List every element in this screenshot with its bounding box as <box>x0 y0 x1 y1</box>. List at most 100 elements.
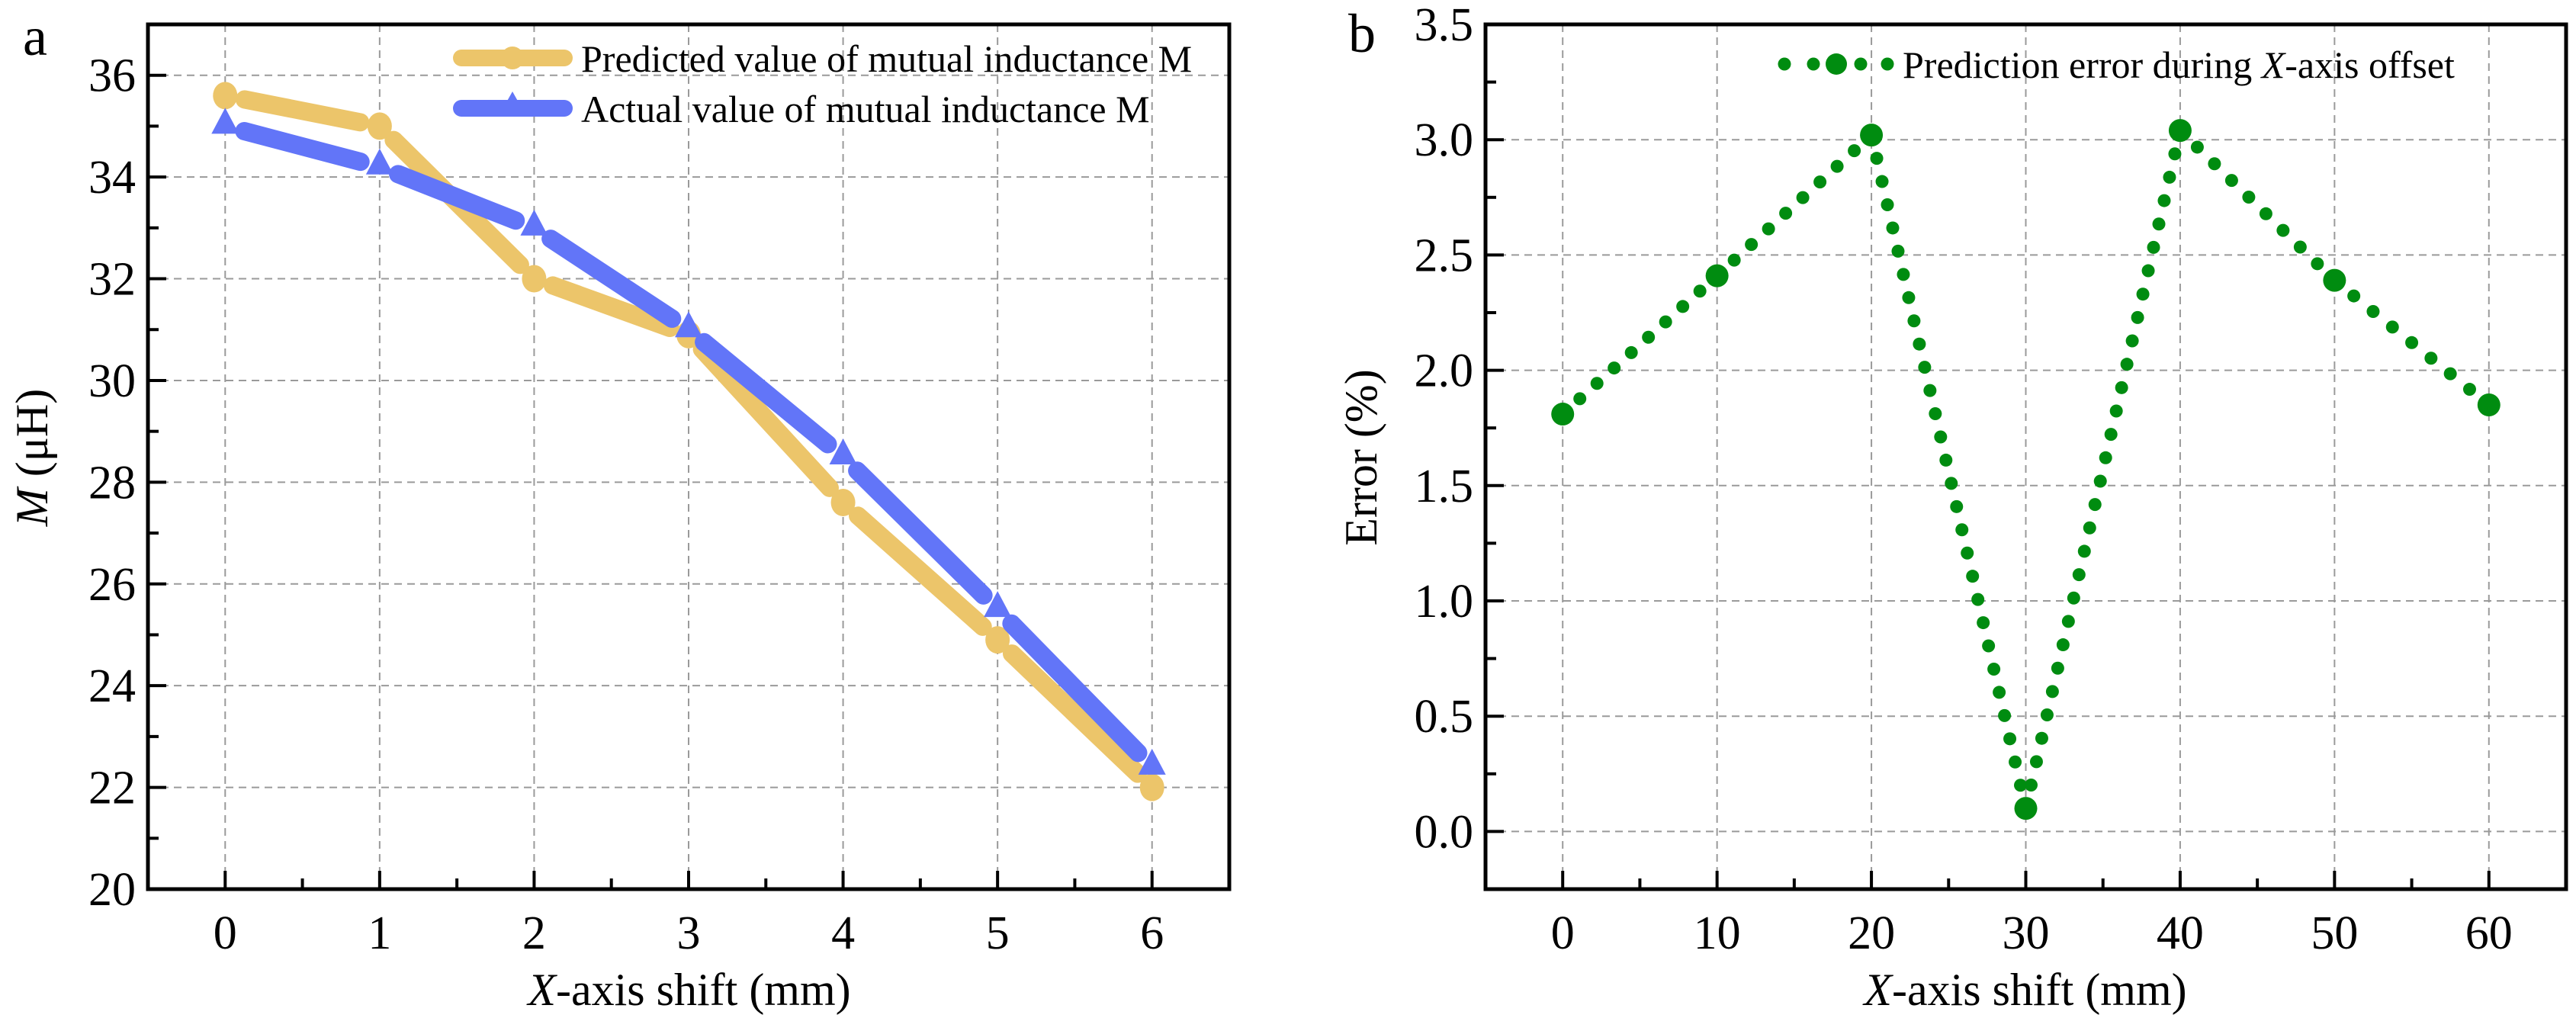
series-line-segment <box>692 340 839 497</box>
series-line-dot <box>1961 546 1974 560</box>
series-line-dot <box>2120 358 2134 371</box>
series-line-segment <box>235 122 370 172</box>
series-line-dot <box>2104 428 2118 442</box>
series-line-dot <box>2242 190 2256 204</box>
panel-b-x-axis-title: X-axis shift (mm) <box>1862 965 2186 1015</box>
panel-b-y-axis-title: Error (%) <box>1336 369 1386 546</box>
series-line-segment <box>849 506 992 636</box>
series-line-dot <box>2072 568 2086 582</box>
panel-a-legend: Predicted value of mutual inductance M A… <box>453 37 1192 130</box>
y-tick-label: 3.5 <box>1415 0 1474 51</box>
series-line-dot <box>1676 300 1690 313</box>
x-axis-title-italic: X <box>526 965 557 1015</box>
series-line-dot <box>2040 708 2054 722</box>
y-tick-label: 30 <box>88 355 136 407</box>
series-line-dot <box>2045 685 2059 698</box>
panel-b-series <box>1551 119 2501 821</box>
x-axis-title-italic: X <box>1862 965 1893 1015</box>
series-line-dot <box>1977 616 1990 630</box>
data-point-triangle <box>829 438 857 464</box>
panel-a-frame <box>146 22 1232 891</box>
panel-a-ticks <box>148 73 1154 891</box>
panel-a-series <box>211 82 1166 801</box>
data-point <box>1705 264 1729 287</box>
x-tick-label: 3 <box>677 907 701 959</box>
legend-label-prefix: Prediction error during <box>1903 43 2262 86</box>
data-point-circle <box>830 489 856 517</box>
y-tick-label: 24 <box>88 660 136 712</box>
x-tick-label: 50 <box>2311 907 2358 959</box>
series-line-dot <box>1913 337 1926 351</box>
y-tick-label: 2.5 <box>1415 230 1474 281</box>
series-line-dot <box>2208 157 2221 171</box>
series-line-segment <box>1002 644 1147 783</box>
x-tick-label: 60 <box>2465 907 2513 959</box>
y-tick-label: 0.5 <box>1415 691 1474 743</box>
legend-dot <box>1807 57 1820 71</box>
series-line-dot <box>2141 264 2155 278</box>
series-line-dot <box>2224 174 2238 188</box>
series-line-dot <box>2056 638 2070 652</box>
series-line-dot <box>1881 197 1894 211</box>
series-line-segment <box>695 332 837 454</box>
data-point <box>2323 268 2346 292</box>
panel-b-grid <box>1486 24 2566 889</box>
data-point-triangle <box>984 591 1012 618</box>
legend-label-suffix: -axis offset <box>2285 43 2455 86</box>
panel-a-x-axis-title: X-axis shift (mm) <box>526 965 850 1015</box>
y-tick-label: 36 <box>88 50 136 102</box>
legend-dot <box>1778 57 1791 71</box>
data-point-circle <box>985 626 1010 654</box>
series-line-dot <box>1762 222 1775 236</box>
panel-b-frame <box>1483 22 2568 891</box>
series-line-dot <box>1998 708 2012 722</box>
series-line-dot <box>1934 430 1948 444</box>
y-tick-label: 1.0 <box>1415 576 1474 628</box>
x-tick-label: 2 <box>522 907 546 959</box>
data-point <box>1860 124 1884 147</box>
x-tick-label: 0 <box>1551 907 1575 959</box>
panel-label-a: a <box>23 6 47 67</box>
y-tick-label: 26 <box>88 559 136 611</box>
x-tick-label: 10 <box>1694 907 1741 959</box>
panel-a-y-axis-title: M (μH) <box>7 389 57 527</box>
x-tick-label: 0 <box>214 907 237 959</box>
panel-b-ticks <box>1486 23 2491 889</box>
series-line-dot <box>2405 336 2419 349</box>
y-tick-label: 2.0 <box>1415 345 1474 397</box>
series-line-dot <box>2147 240 2160 254</box>
series-line-dot <box>1848 144 1861 158</box>
x-tick-label: 30 <box>2003 907 2050 959</box>
series-line-dot <box>2462 383 2476 397</box>
series-line-dot <box>1573 392 1587 406</box>
series-line-dot <box>2293 240 2307 254</box>
series-line-dot <box>2088 498 2102 512</box>
y-axis-title-italic: M <box>7 486 57 527</box>
series-line-dot <box>2003 732 2017 746</box>
data-point-triangle <box>1138 748 1166 775</box>
legend-marker-circle <box>1826 53 1847 75</box>
data-point <box>1551 403 1575 426</box>
series-line-dot <box>1886 221 1900 235</box>
series-line-dot <box>2125 334 2139 348</box>
series-line-dot <box>1950 499 1964 513</box>
panel-b-error-chart: b 0 10 20 30 40 50 600.00.51.01.52.02.53.03.5 … <box>1336 0 2568 1015</box>
series-line-dot <box>2385 320 2399 334</box>
y-tick-label: 32 <box>88 254 136 306</box>
series-line-dot <box>2061 615 2075 628</box>
series-line-dot <box>1902 291 1916 304</box>
series-line-dot <box>2443 367 2457 381</box>
panel-b-legend: Prediction error during X-axis offset <box>1778 43 2455 86</box>
y-tick-label: 20 <box>88 864 136 916</box>
legend-label-italic: X <box>2260 43 2287 86</box>
series-line-dot <box>2009 755 2022 769</box>
series-line-dot <box>2077 544 2091 558</box>
series-line-dot <box>1982 639 1996 653</box>
series-line-dot <box>2093 474 2107 488</box>
series-line-dot <box>1830 159 1844 173</box>
series-line-dot <box>1955 523 1969 537</box>
legend-label-predicted: Predicted value of mutual inductance M <box>581 37 1192 80</box>
series-line-segment <box>1002 614 1148 763</box>
series-line-dot <box>1987 662 2001 676</box>
series-line-dot <box>1945 477 1958 490</box>
